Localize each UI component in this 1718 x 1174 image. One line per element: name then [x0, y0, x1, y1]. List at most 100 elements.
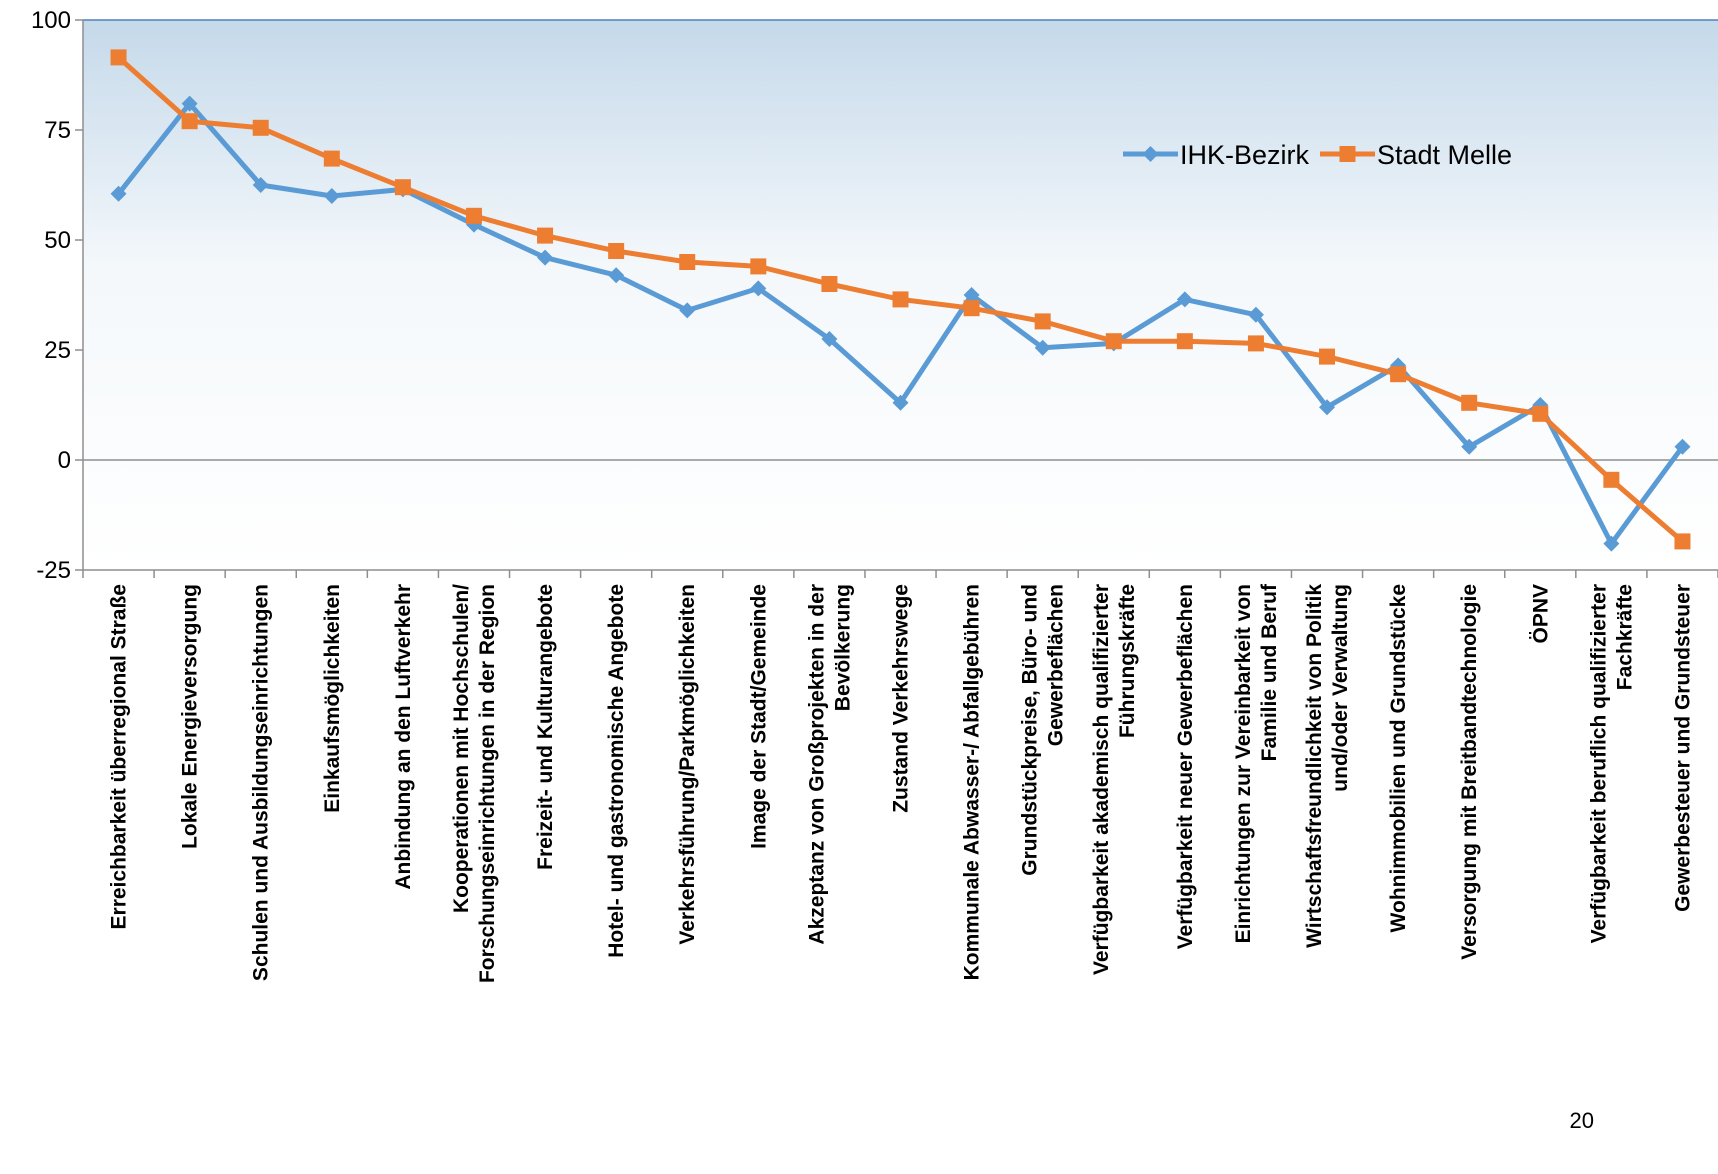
data-point — [1319, 348, 1336, 365]
x-tick-label: Schulen und Ausbildungseinrichtungen — [250, 584, 273, 981]
x-tick-label-line: Forschungseinrichtungen in der Region — [476, 584, 499, 983]
x-tick-label: Verfügbarkeit akademisch qualifizierter F… — [1090, 584, 1139, 975]
data-point — [1674, 438, 1691, 455]
x-tick-label-line: Gewerbesteuer und Grundsteuer — [1671, 584, 1694, 912]
x-tick-label-line: Fachkräfte — [1613, 584, 1636, 690]
x-tick-label: Akzeptanz von Großprojekten in der Bevölk… — [805, 584, 854, 945]
legend-label: IHK-Bezirk — [1180, 140, 1310, 170]
x-tick-label-line: Führungskräfte — [1116, 584, 1139, 738]
data-point — [323, 150, 340, 167]
data-point — [1105, 333, 1122, 350]
data-point — [252, 177, 269, 193]
x-tick-label: Wohnimmobilien und Grundstücke — [1387, 584, 1410, 932]
legend-item: IHK-Bezirk — [1123, 140, 1310, 170]
x-tick-label-line: Verfügbarkeit neuer Gewerbeflächen — [1174, 584, 1197, 949]
data-point — [537, 249, 554, 266]
y-tick-label: 25 — [44, 337, 71, 364]
x-tick-label-line: Gewerbeflächen — [1045, 584, 1068, 746]
x-tick-label: Hotel- und gastronomische Angebote — [605, 584, 628, 958]
x-tick-label-line: Verfügbarkeit akademisch qualifizierter — [1090, 584, 1113, 975]
x-tick-label-line: Kooperationen mit Hochschulen/ — [450, 584, 473, 913]
x-tick-label: Versorgung mit Breitbandtechnologie — [1458, 584, 1481, 960]
y-tick-label: -25 — [36, 557, 71, 584]
x-tick-label-line: Anbindung an den Luftverkehr — [392, 584, 415, 890]
data-point — [1034, 313, 1051, 330]
data-point — [892, 291, 909, 308]
x-tick-label: Verfügbarkeit neuer Gewerbeflächen — [1174, 584, 1197, 949]
x-tick-label-line: Schulen und Ausbildungseinrichtungen — [250, 584, 273, 981]
data-point — [1034, 339, 1051, 356]
y-tick-label: 0 — [58, 447, 71, 474]
data-point — [323, 188, 340, 204]
data-point — [110, 49, 127, 66]
x-tick-label-line: Einrichtungen zur Vereinbarkeit von — [1232, 584, 1255, 943]
page-number: 20 — [1569, 1108, 1594, 1133]
data-point — [110, 185, 127, 202]
data-point — [465, 207, 482, 224]
data-point — [1176, 291, 1193, 308]
x-tick-label-line: Erreichbarkeit überregional Straße — [108, 584, 131, 929]
x-tick-label: Verfügbarkeit beruflich qualifizierter Fa… — [1587, 584, 1636, 943]
x-tick-label: Wirtschaftsfreundlichkeit von Politik und… — [1303, 584, 1352, 948]
data-point — [608, 267, 625, 284]
x-tick-label: Grundstückpreise, Büro- und Gewerbefläche… — [1019, 584, 1068, 876]
x-tick-label-line: Verkehrsführung/Parkmöglichkeiten — [676, 584, 699, 945]
x-tick-label: Image der Stadt/Gemeinde — [747, 584, 770, 849]
x-tick-label: Verkehrsführung/Parkmöglichkeiten — [676, 584, 699, 945]
data-point — [1247, 306, 1264, 323]
x-tick-label: Gewerbesteuer und Grundsteuer — [1671, 584, 1694, 912]
data-point — [394, 179, 411, 196]
x-tick-label-line: Verfügbarkeit beruflich qualifizierter — [1587, 584, 1610, 943]
data-point — [750, 258, 767, 275]
data-point — [679, 302, 696, 319]
x-tick-label-line: Lokale Energieversorgung — [179, 584, 202, 849]
legend-item: Stadt Melle — [1320, 140, 1512, 170]
x-tick-label-line: Image der Stadt/Gemeinde — [747, 584, 770, 849]
data-point — [181, 113, 198, 130]
data-point — [963, 287, 980, 303]
data-point — [181, 95, 198, 112]
data-point — [1603, 535, 1620, 552]
data-point — [1319, 399, 1336, 416]
data-point — [252, 119, 269, 136]
x-tick-label: Einrichtungen zur Vereinbarkeit von Famil… — [1232, 583, 1281, 943]
x-tick-label: Lokale Energieversorgung — [179, 584, 202, 849]
x-tick-label-line: Versorgung mit Breitbandtechnologie — [1458, 584, 1481, 960]
y-tick-label: 75 — [44, 117, 71, 144]
x-tick-label: Freizeit- und Kulturangebote — [534, 584, 557, 870]
data-point — [963, 300, 980, 317]
data-point — [1674, 533, 1691, 550]
x-tick-label-line: Grundstückpreise, Büro- und — [1019, 584, 1042, 876]
y-tick-label: 100 — [31, 7, 71, 34]
x-tick-label-line: Familie und Beruf — [1258, 583, 1281, 761]
data-point — [537, 227, 554, 244]
x-tick-label: Kommunale Abwasser-/ Abfallgebühren — [961, 584, 984, 980]
legend-marker — [1339, 146, 1356, 162]
data-point — [1247, 335, 1264, 352]
data-point — [1461, 394, 1478, 411]
x-tick-label-line: Wohnimmobilien und Grundstücke — [1387, 584, 1410, 932]
x-tick-label-line: ÖPNV — [1529, 584, 1552, 644]
data-point — [1603, 471, 1620, 488]
data-point — [1176, 333, 1193, 350]
x-tick-label-line: Zustand Verkehrswege — [890, 584, 913, 813]
x-tick-label-line: Freizeit- und Kulturangebote — [534, 584, 557, 870]
y-tick-label: 50 — [44, 227, 71, 254]
series-stadt-melle — [110, 49, 1691, 550]
x-tick-label: ÖPNV — [1529, 584, 1552, 644]
data-point — [892, 394, 909, 411]
x-tick-label-line: Bevölkerung — [831, 584, 854, 711]
x-tick-label-line: Wirtschaftsfreundlichkeit von Politik — [1303, 584, 1326, 948]
data-point — [608, 243, 625, 259]
x-tick-label-line: Akzeptanz von Großprojekten in der — [805, 584, 828, 945]
x-tick-label: Kooperationen mit Hochschulen/Forschungs… — [450, 584, 499, 983]
x-tick-label-line: und/oder Verwaltung — [1329, 584, 1352, 792]
x-tick-label: Zustand Verkehrswege — [890, 584, 913, 813]
x-tick-label-line: Hotel- und gastronomische Angebote — [605, 584, 628, 958]
data-point — [821, 331, 838, 347]
data-point — [1461, 438, 1478, 455]
x-tick-label: Anbindung an den Luftverkehr — [392, 584, 415, 890]
data-point — [679, 254, 696, 270]
x-tick-label: Einkaufsmöglichkeiten — [321, 584, 344, 813]
